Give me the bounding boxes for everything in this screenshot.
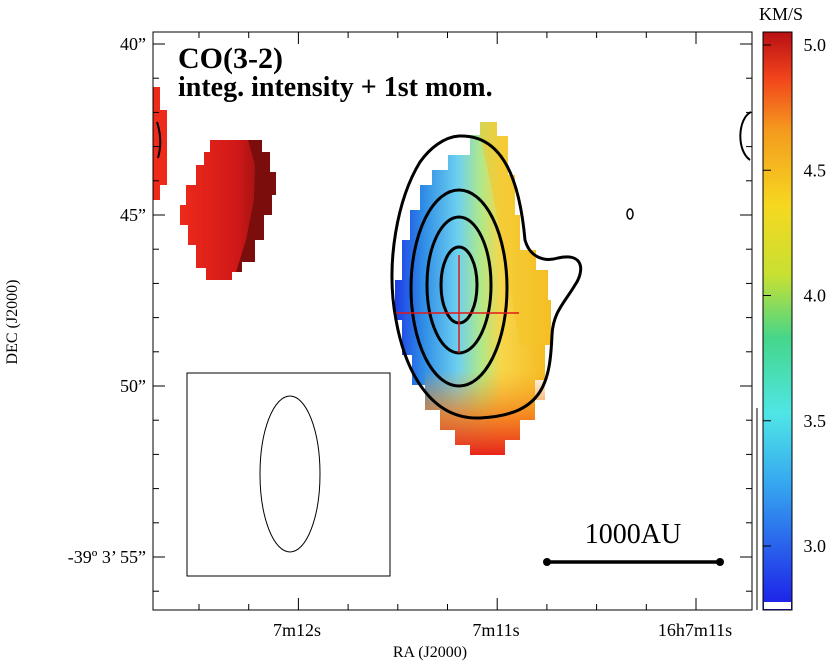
title-line-2: integ. intensity + 1st mom.	[178, 72, 493, 103]
colorbar-bottom-cap	[764, 602, 791, 609]
y-tick-label: 40”	[120, 34, 146, 54]
y-tick-labels: 40” 45” 50” -39º 3’ 55”	[68, 34, 146, 567]
colorbar-ticks: 5.0 4.5 4.0 3.5 3.0	[763, 35, 826, 556]
contour-level-1	[390, 134, 583, 420]
western-yellow-region	[480, 122, 551, 345]
x-tick-labels: 7m12s 7m11s 16h7m11s	[273, 620, 732, 640]
source-position-cross	[396, 255, 519, 353]
east-edge-contour	[156, 121, 162, 159]
scale-bar	[543, 558, 724, 566]
southern-redshifted-region	[425, 370, 548, 455]
beam-ellipse	[259, 395, 321, 553]
scale-bar-label: 1000AU	[585, 519, 681, 550]
northeast-blob-dark-edge	[236, 140, 276, 272]
y-axis-title: DEC (J2000)	[4, 280, 21, 365]
colorbar-tick-label: 3.5	[804, 411, 827, 431]
x-axis-ticks	[198, 32, 697, 610]
x-tick-label: 16h7m11s	[658, 620, 732, 640]
colorbar-tick-label: 4.5	[804, 160, 827, 180]
contour-noise-east	[739, 111, 752, 161]
contour-noise-small	[626, 208, 634, 220]
contour-level-2	[409, 188, 509, 388]
title-line-1: CO(3-2)	[178, 42, 283, 75]
colorbar-tick-label: 5.0	[804, 35, 827, 55]
colorbar-tick-label: 3.0	[804, 536, 827, 556]
x-axis-title: RA (J2000)	[393, 644, 467, 661]
colorbar-tick-label: 4.0	[804, 286, 827, 306]
colorbar-unit-label: KM/S	[759, 4, 803, 24]
x-tick-label: 7m12s	[273, 620, 321, 640]
y-tick-label: -39º 3’ 55”	[68, 547, 146, 567]
y-axis-ticks	[153, 43, 752, 592]
plot-frame	[152, 31, 753, 611]
y-tick-label: 45”	[120, 205, 146, 225]
beam-box	[186, 372, 391, 577]
x-tick-label: 7m11s	[472, 620, 519, 640]
y-tick-label: 50”	[120, 376, 146, 396]
colorbar	[762, 31, 793, 611]
